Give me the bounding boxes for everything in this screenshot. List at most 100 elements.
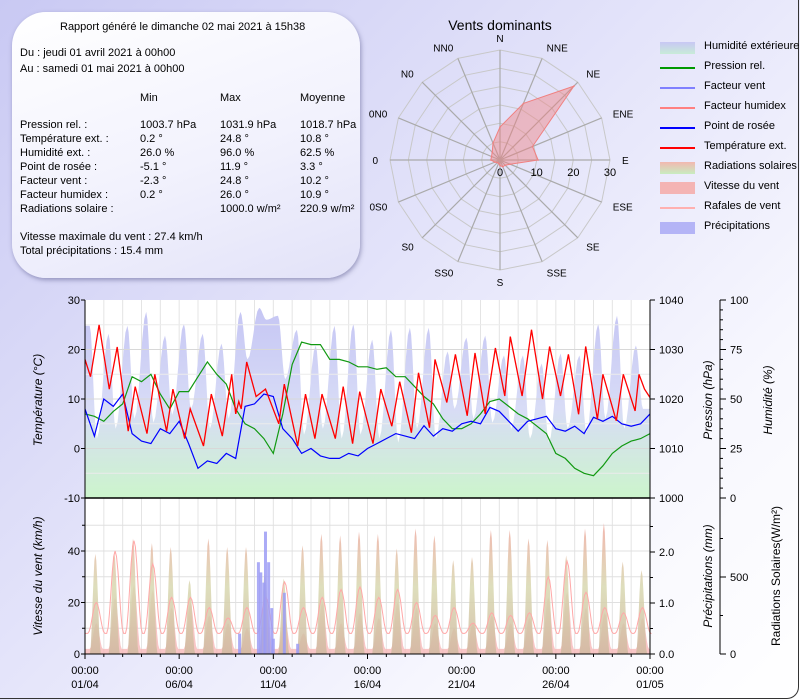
legend-item: Vitesse du vent [660, 180, 800, 194]
rose-radial-tick: 30 [604, 167, 616, 179]
radiation-axis-title: Radiations Solaires(W/m²) [769, 506, 783, 646]
rose-point [504, 164, 506, 166]
rose-direction-label: N [496, 34, 503, 45]
rose-spoke [398, 117, 501, 161]
stat-label: Facteur humidex : [20, 189, 109, 201]
time-tick-label: 00:00 [260, 665, 288, 677]
legend-label: Point de rosée [704, 120, 775, 132]
stat-max: 26.0 ° [220, 189, 249, 201]
col-avg: Moyenne [300, 92, 346, 104]
wind-tick-label: 20 [68, 598, 80, 610]
rose-spoke [499, 81, 579, 161]
stat-min: 0.2 ° [140, 189, 163, 201]
rose-direction-label: N0 [401, 70, 414, 81]
temperature-tick-label: 10 [68, 394, 80, 406]
stat-max: 1031.9 hPa [220, 119, 277, 131]
humidity-tick-label: 50 [730, 394, 742, 406]
date-tick-label: 06/04 [165, 679, 193, 691]
rose-point [497, 162, 500, 165]
stat-avg: 10.9 ° [300, 189, 329, 201]
stat-label: Température ext. : [20, 133, 109, 145]
precipitation-bar [263, 531, 267, 654]
rose-direction-label: NE [586, 70, 600, 81]
legend-item: Point de rosée [660, 120, 800, 134]
rose-point [509, 163, 511, 166]
legend-swatch [660, 87, 695, 89]
pressure-tick-label: 1030 [659, 345, 683, 357]
precipitation-bar [267, 562, 271, 654]
rose-point [494, 161, 496, 163]
legend-swatch [660, 207, 695, 209]
temperature-axis-title: Température (°C) [31, 354, 45, 446]
report-from: Du : jeudi 01 avril 2021 à 00h00 [20, 47, 176, 59]
stat-min: -2.3 ° [140, 175, 167, 187]
temperature-tick-label: 0 [74, 444, 80, 456]
precipitation-bar [270, 608, 274, 654]
wind-axis-title: Vitesse du vent (km/h) [31, 516, 45, 635]
rose-direction-label: ENE [613, 109, 634, 120]
stat-avg: 220.9 w/m² [300, 203, 355, 215]
temperature-tick-label: 30 [68, 295, 80, 307]
stat-min: 1003.7 hPa [140, 119, 197, 131]
time-tick-label: 00:00 [354, 665, 382, 677]
max-wind: Vitesse maximale du vent : 27.4 km/h [20, 231, 203, 243]
wind-gust-line [85, 540, 652, 634]
rose-direction-label: S0 [401, 242, 414, 253]
stat-min: 26.0 % [140, 147, 175, 159]
solar-radiation-area [85, 523, 650, 654]
rose-point [491, 151, 494, 154]
legend-item: Température ext. [660, 140, 800, 154]
legend-swatch [660, 182, 695, 194]
rose-point [499, 164, 501, 167]
pressure-tick-label: 1040 [659, 295, 683, 307]
legend-swatch [660, 107, 695, 109]
col-max: Max [220, 92, 241, 104]
rose-direction-label: 0 [372, 156, 378, 167]
rose-direction-label: 0S0 [369, 203, 387, 214]
pressure-tick-label: 1010 [659, 444, 683, 456]
humidity-tick-label: 100 [730, 295, 748, 307]
stat-avg: 10.8 ° [300, 133, 329, 145]
temperature-tick-label: -10 [64, 493, 80, 505]
stat-label: Point de rosée : [20, 161, 98, 173]
stat-label: Radiations solaire : [20, 203, 114, 215]
legend-item: Facteur humidex [660, 100, 800, 114]
legend-item: Précipitations [660, 220, 800, 234]
rose-direction-label: SSE [547, 269, 567, 280]
rose-wind-polygon [490, 85, 576, 168]
precipitation-bar [259, 572, 263, 654]
precipitation-bar [282, 592, 286, 654]
rose-point [490, 155, 493, 158]
stat-avg: 62.5 % [300, 147, 335, 159]
rose-point [496, 161, 499, 164]
stat-max: 11.9 ° [220, 161, 249, 173]
date-tick-label: 11/04 [260, 679, 287, 691]
stat-avg: 3.3 ° [300, 161, 323, 173]
rose-direction-label: S [497, 278, 504, 289]
precipitation-tick-label: 1.0 [659, 598, 674, 610]
legend-label: Vitesse du vent [704, 180, 780, 192]
legend-label: Facteur vent [704, 80, 766, 92]
precipitation-axis-title: Précipitations (mm) [701, 524, 715, 627]
legend-swatch [660, 127, 695, 129]
rose-direction-label: E [622, 156, 629, 167]
legend-label: Radiations solaires [704, 160, 797, 172]
wind-tick-label: 40 [68, 546, 80, 558]
legend-item: Facteur vent [660, 80, 800, 94]
legend-label: Pression rel. [704, 60, 766, 72]
legend-item: Humidité extérieure [660, 40, 800, 54]
report-generated: Rapport généré le dimanche 02 mai 2021 à… [60, 21, 306, 33]
rose-spoke [457, 159, 501, 262]
time-tick-label: 00:00 [542, 665, 570, 677]
stat-max: 1000.0 w/m² [220, 203, 281, 215]
radiation-tick-label: 500 [730, 572, 748, 584]
time-tick-label: 00:00 [165, 665, 193, 677]
pressure-tick-label: 1020 [659, 394, 683, 406]
stat-min: 0.2 ° [140, 133, 163, 145]
rose-point [492, 142, 494, 144]
rose-direction-label: ESE [613, 203, 633, 214]
precipitation-bar [271, 638, 275, 654]
humidity-axis-title: Humidité (%) [761, 365, 775, 434]
legend-swatch [660, 162, 695, 174]
